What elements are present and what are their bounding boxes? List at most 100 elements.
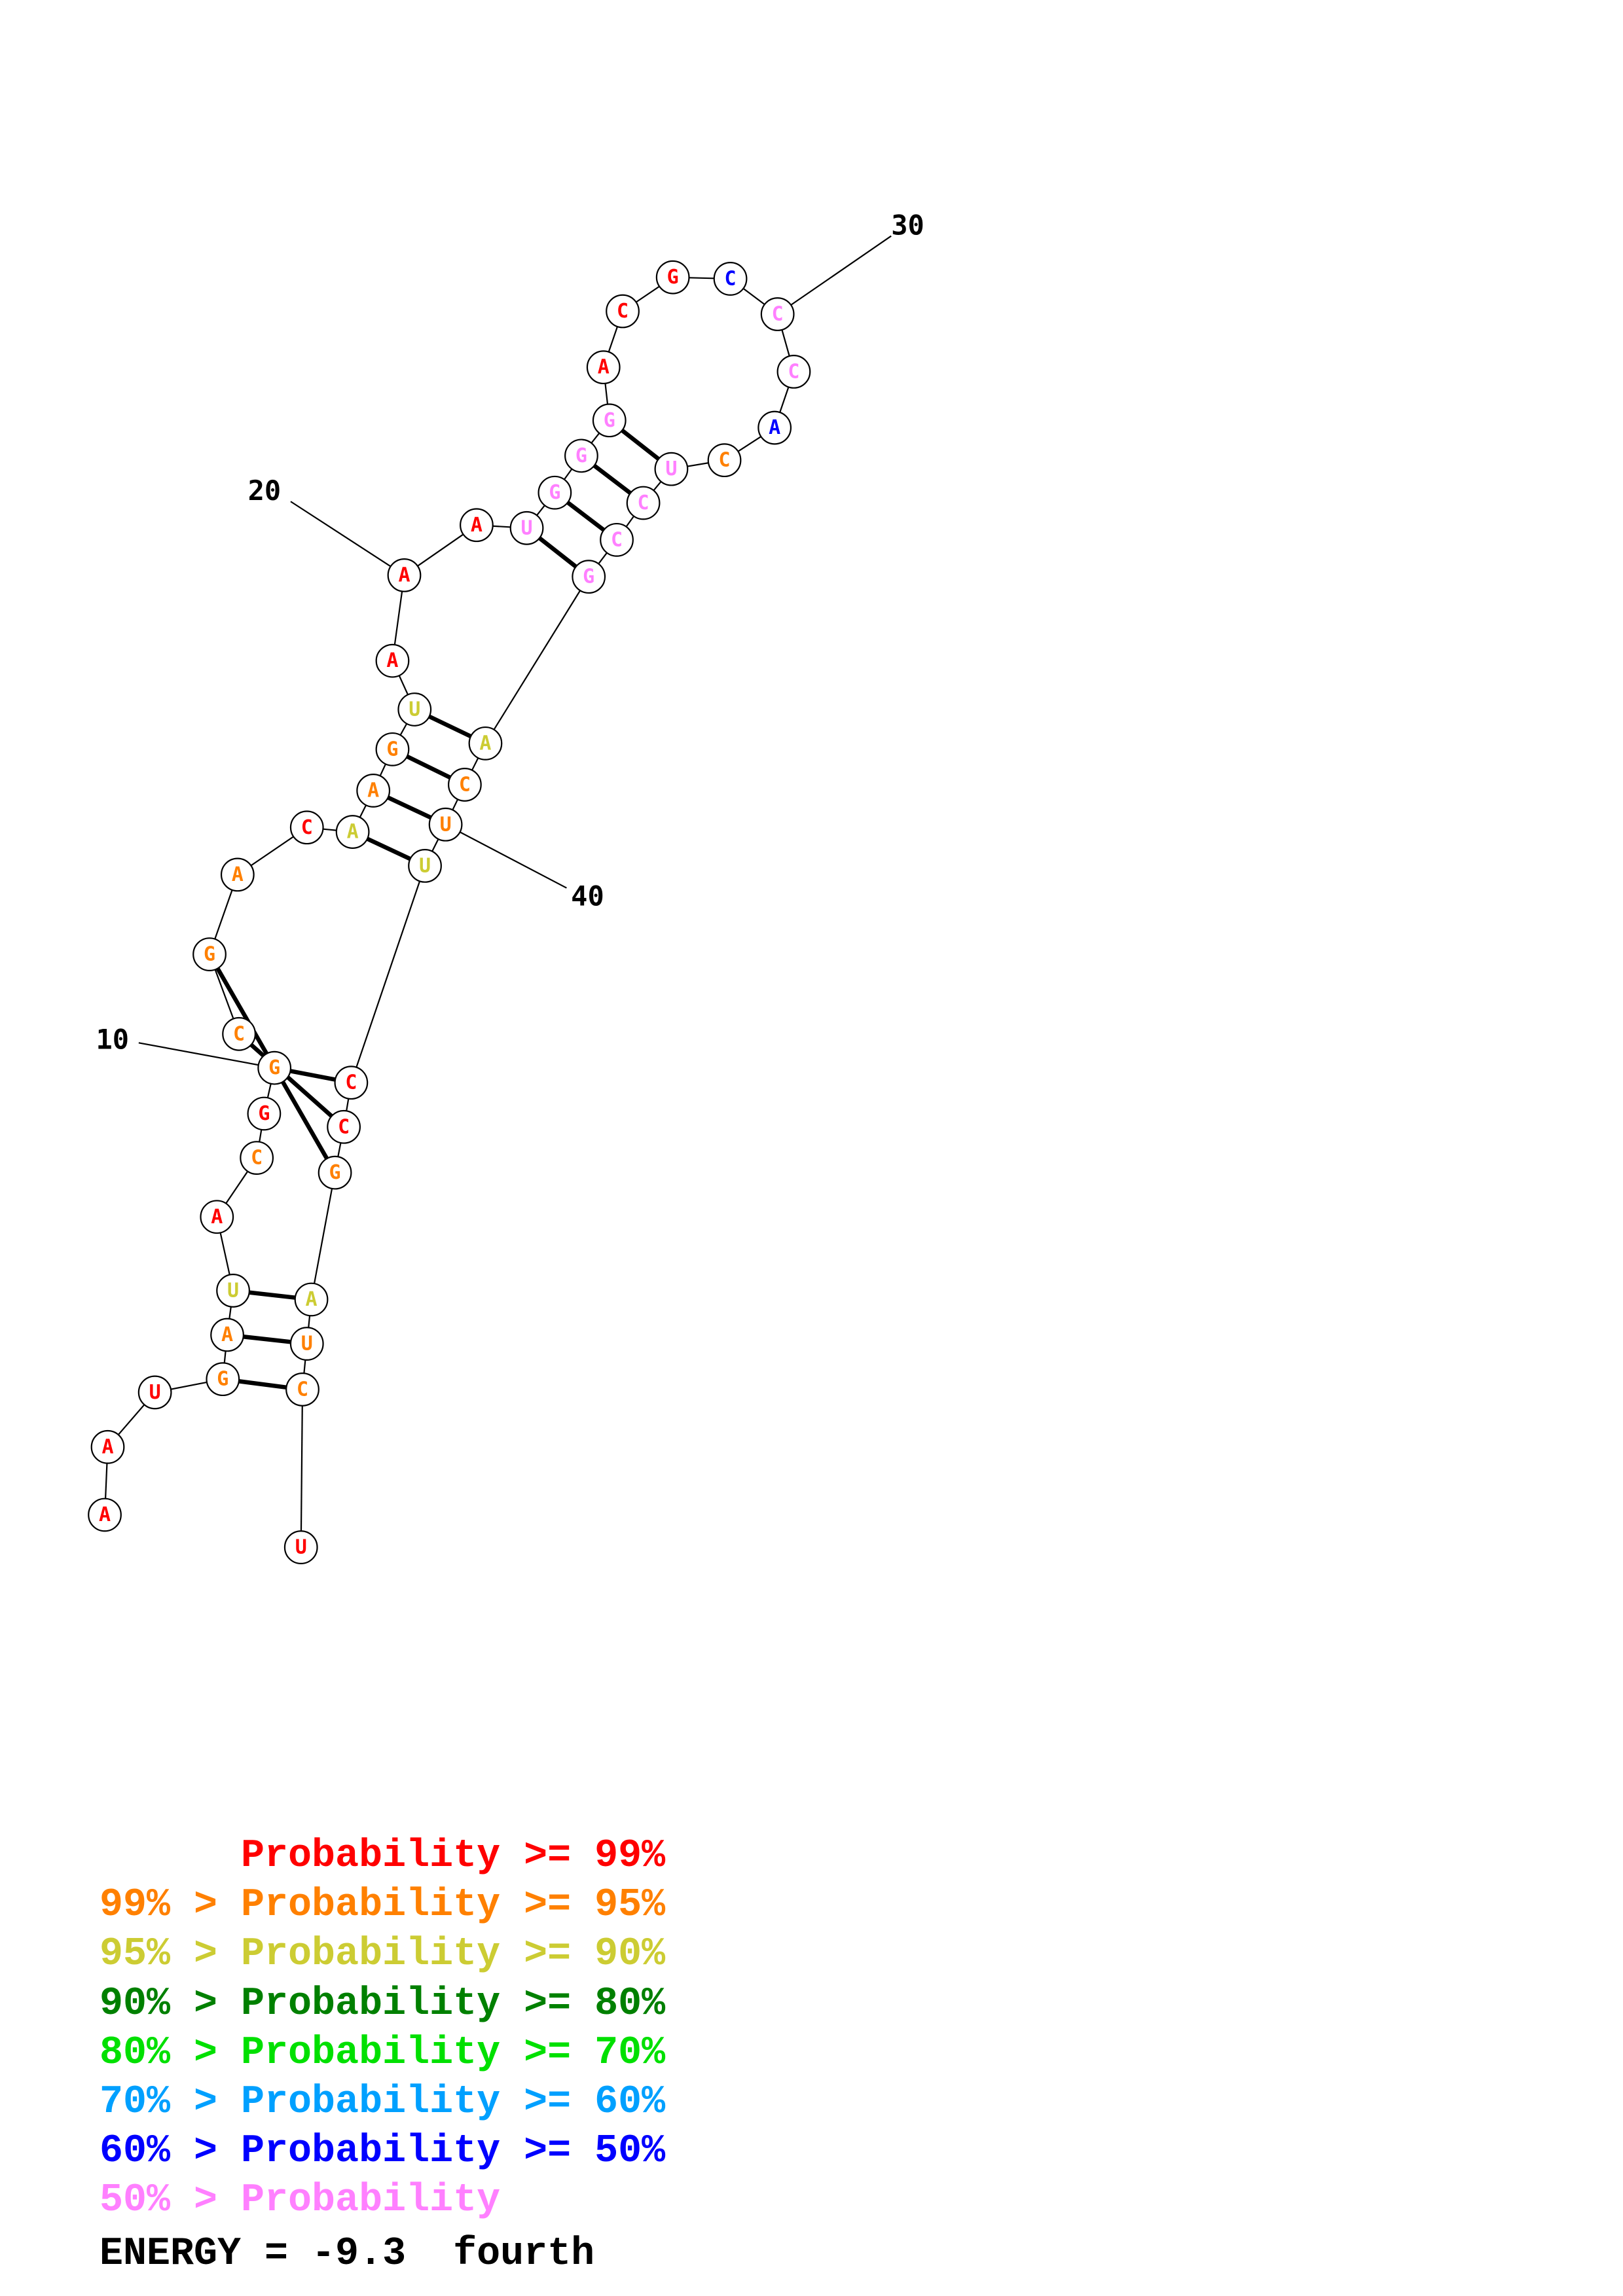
nucleotide-circle [200,1200,234,1234]
nucleotide-circle [600,522,634,557]
nucleotide-base: A [211,1206,223,1229]
nucleotide-circle [655,260,690,295]
nucleotide-circle [397,692,432,726]
nucleotide-circle [356,774,391,808]
nucleotide-base: C [459,773,471,796]
nucleotide-circle [468,726,503,761]
index-tick-30 [777,235,892,315]
index-label-30: 30 [891,209,924,241]
nucleotide-base: A [769,416,780,439]
nucleotide-circle [408,848,442,883]
nucleotide-22: U [509,511,544,545]
index-label-20: 20 [248,475,282,507]
nucleotide-19: A [375,643,410,678]
nucleotide-base: A [232,863,244,886]
backbone [103,276,795,1548]
index-tick-10 [138,1042,275,1069]
nucleotide-32: A [757,410,792,445]
nucleotide-18: U [397,692,432,726]
index-tick-40 [445,823,567,889]
nucleotide-5: A [210,1318,244,1352]
nucleotide-base: C [725,267,737,290]
nucleotide-4: G [206,1362,240,1397]
legend-entry-red: Probability >= 99% [100,1834,666,1878]
nucleotide-47: C [285,1372,319,1407]
nucleotide-17: G [375,732,410,766]
nucleotide-base: G [329,1161,341,1184]
nucleotide-base: A [598,356,610,379]
nucleotide-base: U [301,1333,313,1355]
nucleotide-25: G [592,403,627,438]
backbone-segment [310,1172,336,1300]
nucleotide-base: U [227,1279,239,1302]
nucleotide-base: A [305,1288,317,1311]
nucleotide-base: C [345,1071,357,1094]
nucleotide-11: C [222,1016,256,1051]
nucleotide-3: U [137,1375,172,1410]
nucleotide-circle [247,1096,282,1131]
nucleotide-35: C [626,486,661,520]
nucleotide-base: A [471,514,483,537]
nucleotide-base: G [268,1056,280,1079]
nucleotide-46: U [289,1327,324,1361]
nucleotide-base: U [295,1536,307,1559]
nucleotide-base: C [788,360,799,383]
nucleotide-circle [592,403,627,438]
nucleotide-base: C [638,492,649,514]
nucleotide-base: G [217,1368,228,1391]
nucleotide-circle [257,1050,292,1085]
nucleotide-base: U [409,698,420,721]
nucleotide-base: G [575,444,587,467]
nucleotide-23: G [538,475,572,510]
nucleotide-circle [586,350,621,385]
nucleotide-circle [318,1155,352,1190]
nucleotide-circle [137,1375,172,1410]
nucleotide-circle [776,355,811,389]
nucleotide-41: U [408,848,442,883]
nucleotide-base: A [367,779,379,802]
nucleotide-circle [564,439,598,473]
nucleotide-circle [375,643,410,678]
nucleotide-circle [606,294,640,329]
nucleotide-circle [294,1282,329,1317]
nucleotide-43: C [327,1109,361,1144]
backbone-segment [350,865,426,1083]
nucleotide-48: U [283,1530,318,1564]
nucleotide-circle [757,410,792,445]
nucleotide-39: C [448,768,482,802]
index-ticks: 10 20 30 40 [96,209,924,1069]
nucleotide-21: A [460,508,494,543]
nucleotide-circle [289,1327,324,1361]
nucleotide-circle [192,937,227,971]
nucleotide-45: A [294,1282,329,1317]
nucleotide-base: G [549,481,560,504]
nucleotide-base: U [521,516,533,539]
legend-entry-green: 80% > Probability >= 70% [100,2030,666,2075]
index-label-10: 10 [96,1023,129,1055]
nucleotide-38: A [468,726,503,761]
nucleotide-44: G [318,1155,352,1190]
base-pair-bond [237,1032,346,1129]
legend-entry-yellow: 95% > Probability >= 90% [100,1932,666,1977]
nucleotide-base: G [386,738,398,761]
nucleotide-base: G [667,266,679,289]
legend-entry-cyan: 70% > Probability >= 60% [100,2080,666,2125]
nucleotide-base: C [338,1115,350,1138]
nucleotide-14: C [289,810,324,845]
nucleotide-24: G [564,439,598,473]
nucleotide-28: G [655,260,690,295]
nucleotide-base: A [101,1435,113,1458]
backbone-segment [484,576,590,744]
nucleotide-circle [460,508,494,543]
nucleotide-42: C [334,1066,369,1100]
nucleotide-27: C [606,294,640,329]
backbone-segment [300,1389,304,1548]
nucleotide-base: G [604,409,615,432]
nucleotide-base: C [297,1378,308,1401]
nucleotide-6: U [216,1274,250,1308]
nucleotide-base: A [221,1323,233,1346]
nucleotide-33: C [707,443,742,478]
nucleotide-circle [707,443,742,478]
nucleotide-base: A [479,732,491,755]
